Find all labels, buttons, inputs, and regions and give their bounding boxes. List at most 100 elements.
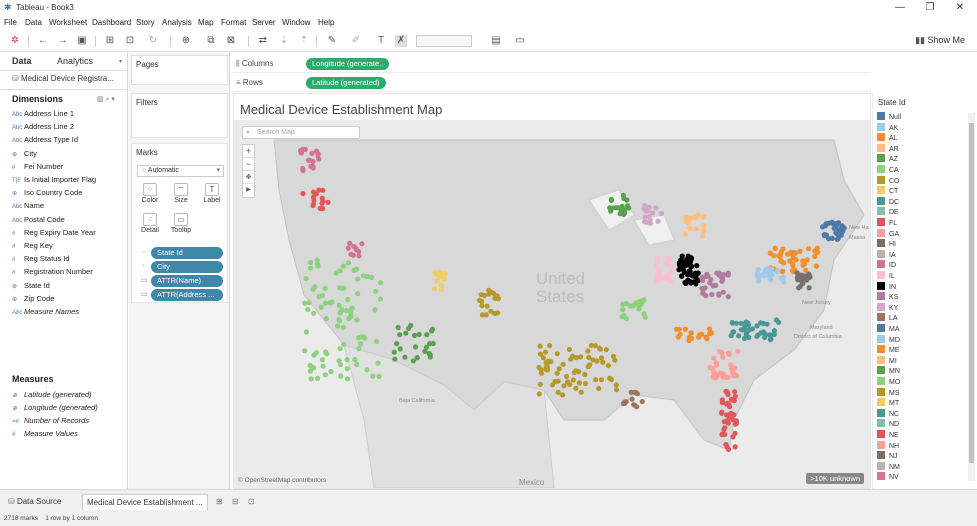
map-mark[interactable] xyxy=(592,343,598,349)
map-mark[interactable] xyxy=(729,319,735,326)
legend-item[interactable]: MA xyxy=(877,324,900,334)
menu-file[interactable]: File xyxy=(4,18,17,27)
map-mark[interactable] xyxy=(345,245,351,251)
map-mark[interactable] xyxy=(642,203,648,209)
dimension-field[interactable]: Abc Address Type Id xyxy=(12,135,79,145)
map-mark[interactable] xyxy=(319,357,325,363)
map-mark[interactable] xyxy=(655,255,661,261)
map-mark[interactable] xyxy=(429,326,436,332)
tab-analytics[interactable]: Analytics xyxy=(57,56,94,66)
map-mark[interactable] xyxy=(755,332,761,338)
map-mark[interactable] xyxy=(685,272,691,278)
map-mark[interactable] xyxy=(554,351,560,357)
map-mark[interactable] xyxy=(682,326,688,332)
map-mark[interactable] xyxy=(583,380,589,387)
map-mark[interactable] xyxy=(336,358,342,364)
map-mark[interactable] xyxy=(682,280,688,286)
map-mark[interactable] xyxy=(337,362,344,368)
new-story-icon[interactable]: ⊡ xyxy=(248,497,255,506)
label-button[interactable]: T Label xyxy=(203,183,221,204)
map-mark[interactable] xyxy=(704,336,710,342)
map-mark[interactable] xyxy=(728,362,734,368)
map-mark[interactable] xyxy=(568,356,574,362)
map-mark[interactable] xyxy=(646,213,652,220)
map-mark[interactable] xyxy=(732,444,738,450)
map-mark[interactable] xyxy=(803,267,809,273)
map-mark[interactable] xyxy=(788,249,794,255)
map-mark[interactable] xyxy=(730,416,736,423)
map-mark[interactable] xyxy=(813,263,820,269)
map-mark[interactable] xyxy=(706,331,713,337)
dimension-field[interactable]: Abc Postal Code xyxy=(12,214,65,224)
map-mark[interactable] xyxy=(345,260,351,266)
map-mark[interactable] xyxy=(554,370,560,376)
map-mark[interactable] xyxy=(794,274,801,281)
map-mark[interactable] xyxy=(298,150,304,156)
dimension-field[interactable]: # Reg Status Id xyxy=(12,254,70,264)
pan-tool-icon[interactable]: ✥ xyxy=(243,171,254,184)
redo-icon[interactable]: → xyxy=(58,35,68,46)
map-mark[interactable] xyxy=(376,373,382,379)
legend-item[interactable]: MS xyxy=(877,387,900,398)
map-mark[interactable] xyxy=(688,257,694,263)
map-mark[interactable] xyxy=(724,444,730,450)
map-mark[interactable] xyxy=(320,198,326,204)
map-mark[interactable] xyxy=(678,262,684,268)
map-mark[interactable] xyxy=(571,369,577,376)
map-mark[interactable] xyxy=(373,289,379,295)
map-mark[interactable] xyxy=(804,257,810,263)
map-mark[interactable] xyxy=(812,253,818,259)
map-mark[interactable] xyxy=(339,285,345,291)
map-mark[interactable] xyxy=(305,306,311,313)
map-mark[interactable] xyxy=(395,324,401,331)
map-mark[interactable] xyxy=(713,282,719,288)
map-mark[interactable] xyxy=(300,191,306,197)
map-mark[interactable] xyxy=(702,285,708,291)
legend-item[interactable]: NM xyxy=(877,461,900,472)
legend-item[interactable]: MD xyxy=(877,334,900,345)
menu-server[interactable]: Server xyxy=(252,18,276,27)
map-mark[interactable] xyxy=(322,285,328,291)
map-mark[interactable] xyxy=(658,210,664,217)
legend-item[interactable]: FL xyxy=(877,218,897,228)
map-mark[interactable] xyxy=(707,326,713,332)
map-mark[interactable] xyxy=(613,382,619,388)
map-mark[interactable] xyxy=(620,307,626,313)
map-mark[interactable] xyxy=(693,281,699,287)
view-options-icon[interactable]: ▥ ⌕ ▾ xyxy=(97,96,115,103)
tab-data-source[interactable]: ⛁ Data Source xyxy=(8,497,62,506)
map-mark[interactable] xyxy=(431,285,438,292)
map-mark[interactable] xyxy=(307,259,314,266)
zoom-in-button[interactable]: + xyxy=(243,145,254,158)
map-mark[interactable] xyxy=(364,273,370,279)
map-mark[interactable] xyxy=(495,310,501,316)
map-mark[interactable] xyxy=(642,314,648,320)
map-mark[interactable] xyxy=(345,376,351,382)
map-mark[interactable] xyxy=(702,273,709,280)
map-mark[interactable] xyxy=(822,223,829,229)
legend-item[interactable]: NV xyxy=(877,472,899,482)
map-mark[interactable] xyxy=(722,425,728,431)
map-mark[interactable] xyxy=(392,356,398,362)
map-mark[interactable] xyxy=(373,338,380,344)
map-mark[interactable] xyxy=(709,292,715,298)
map-mark[interactable] xyxy=(318,304,324,310)
pane-menu-icon[interactable]: ▾ xyxy=(119,59,123,65)
map-mark[interactable] xyxy=(320,363,326,369)
map-mark[interactable] xyxy=(806,246,812,252)
map-mark[interactable] xyxy=(348,313,354,319)
legend-item[interactable]: KS xyxy=(877,292,898,302)
map-mark[interactable] xyxy=(700,233,706,239)
map-mark[interactable] xyxy=(310,158,316,164)
map-mark[interactable] xyxy=(772,245,778,251)
datasource-item[interactable]: ⛁ Medical Device Registra... xyxy=(12,74,114,83)
map-mark[interactable] xyxy=(768,336,774,342)
legend-item[interactable]: Null xyxy=(877,112,901,122)
map-mark[interactable] xyxy=(701,222,707,228)
map-mark[interactable] xyxy=(560,392,566,398)
map-mark[interactable] xyxy=(835,236,841,242)
map-mark[interactable] xyxy=(628,389,634,395)
map-mark[interactable] xyxy=(316,293,322,300)
map-mark[interactable] xyxy=(620,192,626,198)
map-mark[interactable] xyxy=(598,377,604,383)
